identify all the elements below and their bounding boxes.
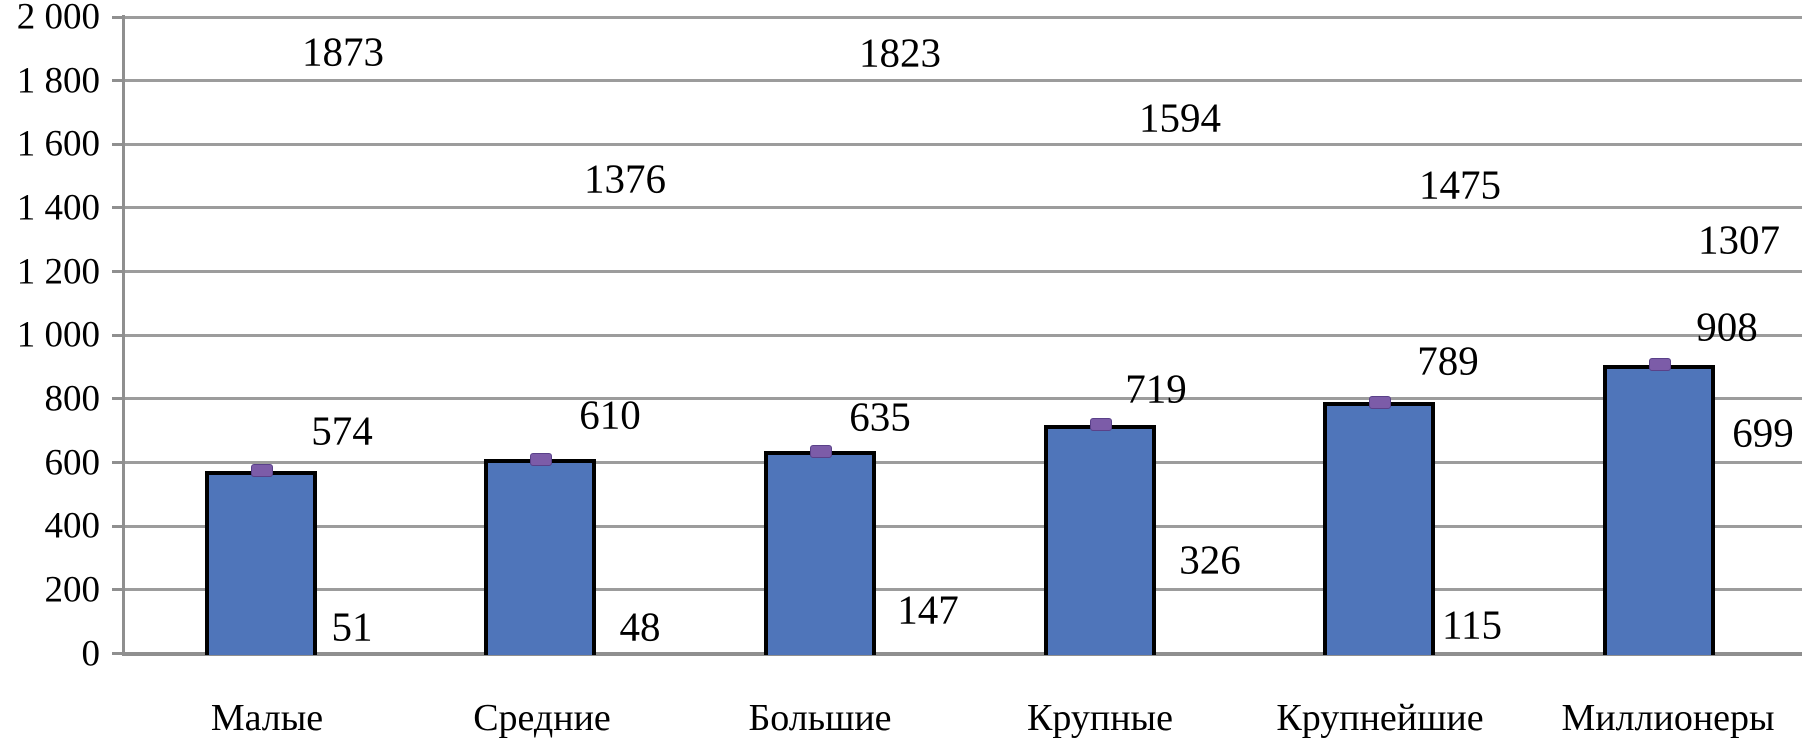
category-label: Крупные bbox=[1027, 697, 1173, 739]
y-gridline bbox=[125, 15, 1802, 19]
y-tick bbox=[112, 270, 125, 274]
bar bbox=[1603, 364, 1715, 656]
bar-value-label: 635 bbox=[849, 393, 911, 440]
y-tick-label: 200 bbox=[44, 569, 101, 611]
lower-value-label: 699 bbox=[1732, 409, 1794, 456]
bar-top-marker bbox=[1369, 395, 1391, 409]
bar-top-marker bbox=[251, 464, 273, 478]
y-gridline bbox=[125, 651, 1802, 656]
y-gridline bbox=[125, 461, 1802, 465]
upper-value-label: 1475 bbox=[1419, 161, 1501, 208]
y-tick bbox=[112, 206, 125, 210]
category-label: Крупнейшие bbox=[1276, 697, 1484, 739]
category-label: Миллионеры bbox=[1561, 697, 1775, 739]
bar-value-label: 574 bbox=[311, 407, 373, 454]
bar bbox=[764, 451, 876, 656]
y-gridline bbox=[125, 270, 1802, 274]
y-tick bbox=[112, 652, 125, 655]
upper-value-label: 1376 bbox=[584, 155, 666, 202]
y-tick bbox=[112, 524, 125, 528]
y-tick bbox=[112, 142, 125, 146]
y-tick bbox=[112, 588, 125, 592]
upper-value-label: 1307 bbox=[1698, 216, 1780, 263]
lower-value-label: 115 bbox=[1442, 601, 1502, 648]
bar bbox=[484, 459, 596, 656]
category-label: Большие bbox=[748, 697, 892, 739]
upper-value-label: 1594 bbox=[1139, 94, 1221, 141]
y-axis-line bbox=[122, 15, 125, 656]
upper-value-label: 1873 bbox=[302, 28, 384, 75]
bar bbox=[1044, 424, 1156, 656]
y-tick-label: 2 000 bbox=[16, 0, 100, 38]
upper-value-label: 1823 bbox=[859, 29, 941, 76]
y-gridline bbox=[125, 333, 1802, 337]
bar bbox=[1323, 402, 1435, 656]
y-tick-label: 600 bbox=[44, 442, 101, 484]
bar-value-label: 610 bbox=[579, 391, 641, 438]
y-tick bbox=[112, 15, 125, 19]
y-tick bbox=[112, 461, 125, 465]
lower-value-label: 326 bbox=[1179, 536, 1241, 583]
bar-value-label: 719 bbox=[1125, 365, 1187, 412]
y-tick-label: 1 400 bbox=[16, 187, 100, 229]
lower-value-label: 51 bbox=[331, 603, 373, 650]
lower-value-label: 48 bbox=[619, 603, 661, 650]
bar bbox=[205, 470, 317, 656]
y-tick-label: 1 800 bbox=[16, 60, 100, 102]
y-tick-label: 1 600 bbox=[16, 123, 100, 165]
y-gridline bbox=[125, 79, 1802, 83]
bar-top-marker bbox=[1649, 358, 1671, 372]
y-tick bbox=[112, 397, 125, 401]
lower-value-label: 147 bbox=[897, 586, 959, 633]
y-tick-label: 1 000 bbox=[16, 314, 100, 356]
y-tick-label: 0 bbox=[81, 633, 101, 674]
bar-value-label: 908 bbox=[1696, 303, 1758, 350]
y-gridline bbox=[125, 524, 1802, 528]
y-tick-label: 1 200 bbox=[16, 251, 100, 293]
bar-top-marker bbox=[810, 444, 832, 458]
y-tick bbox=[112, 79, 125, 83]
bar-top-marker bbox=[530, 452, 552, 466]
bar-value-label: 789 bbox=[1417, 337, 1479, 384]
y-tick-label: 800 bbox=[44, 378, 101, 420]
category-label: Малые bbox=[210, 697, 324, 739]
category-label: Средние bbox=[473, 697, 611, 739]
y-gridline bbox=[125, 397, 1802, 401]
y-gridline bbox=[125, 206, 1802, 210]
bar-top-marker bbox=[1090, 418, 1112, 432]
y-gridline bbox=[125, 588, 1802, 592]
y-tick bbox=[112, 333, 125, 337]
y-tick-label: 400 bbox=[44, 505, 101, 547]
y-gridline bbox=[125, 142, 1802, 146]
